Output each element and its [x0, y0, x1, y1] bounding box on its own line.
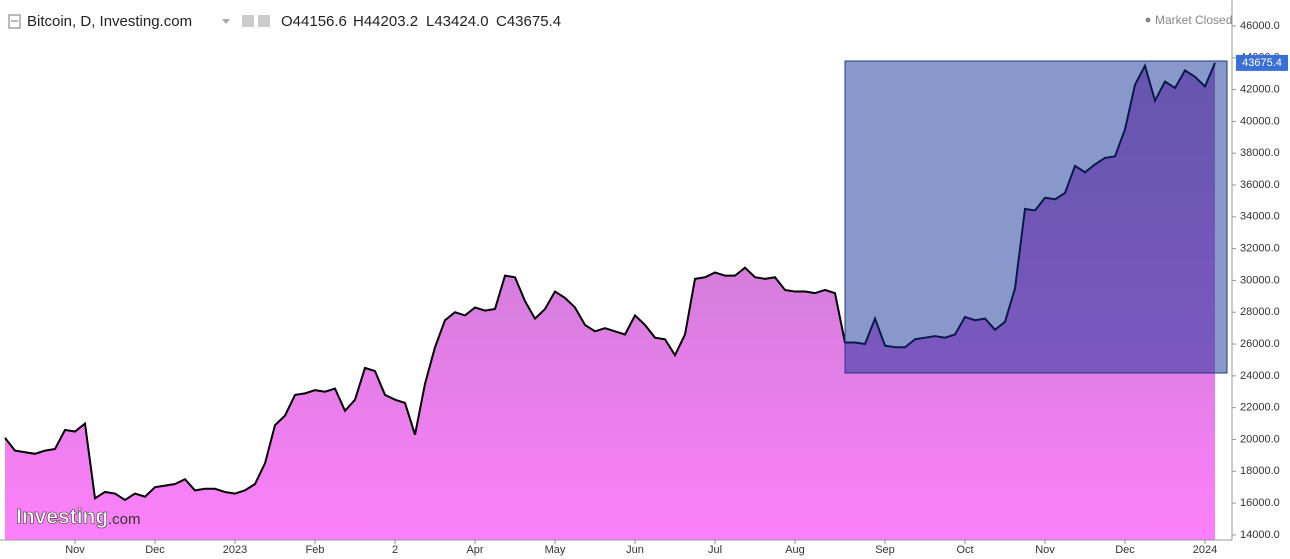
- ohlc-high: H44203.2: [353, 13, 418, 30]
- y-tick-label: 20000.0: [1240, 433, 1280, 445]
- x-tick-label: Feb: [306, 544, 325, 556]
- y-tick-label: 38000.0: [1240, 147, 1280, 159]
- y-tick-label: 40000.0: [1240, 115, 1280, 127]
- y-tick-label: 16000.0: [1240, 497, 1280, 509]
- y-tick-label: 14000.0: [1240, 529, 1280, 541]
- y-tick-label: 46000.0: [1240, 20, 1280, 32]
- x-tick-label: Dec: [1115, 544, 1135, 556]
- x-tick-label: Dec: [145, 544, 165, 556]
- status-dot: [1145, 17, 1151, 23]
- y-tick-label: 42000.0: [1240, 83, 1280, 95]
- dropdown-icon[interactable]: [222, 19, 230, 24]
- x-tick-label: Sep: [875, 544, 895, 556]
- highlight-box: [844, 60, 1228, 374]
- market-status: Market Closed: [1155, 13, 1232, 27]
- y-tick-label: 24000.0: [1240, 370, 1280, 382]
- x-tick-label: Aug: [785, 544, 805, 556]
- logo: Investing: [16, 506, 108, 529]
- y-tick-label: 18000.0: [1240, 465, 1280, 477]
- x-tick-label: Nov: [65, 544, 85, 556]
- settings-icon[interactable]: [242, 15, 254, 27]
- x-tick-label: Jun: [626, 544, 644, 556]
- y-tick-label: 28000.0: [1240, 306, 1280, 318]
- x-tick-label: May: [545, 544, 566, 556]
- last-price-box: [1236, 54, 1288, 71]
- y-tick-label: 32000.0: [1240, 243, 1280, 255]
- ohlc-low: L43424.0: [426, 13, 489, 30]
- y-tick-label: 34000.0: [1240, 211, 1280, 223]
- chart-title: Bitcoin, D, Investing.com: [27, 13, 192, 30]
- ohlc-close: C43675.4: [496, 13, 561, 30]
- x-tick-label: Jul: [708, 544, 722, 556]
- ohlc-open: O44156.6: [281, 13, 347, 30]
- x-tick-label: 2023: [223, 544, 247, 556]
- x-tick-label: Apr: [466, 544, 483, 556]
- y-tick-label: 30000.0: [1240, 274, 1280, 286]
- y-tick-label: 36000.0: [1240, 179, 1280, 191]
- y-tick-label: 26000.0: [1240, 338, 1280, 350]
- area: [5, 62, 1215, 541]
- x-tick-label: 2: [392, 544, 398, 556]
- settings-icon[interactable]: [258, 15, 270, 27]
- collapse-icon[interactable]: [8, 14, 21, 29]
- logo-suffix: .com: [108, 511, 141, 528]
- x-tick-label: Oct: [956, 544, 973, 556]
- x-tick-label: Nov: [1035, 544, 1055, 556]
- x-tick-label: 2024: [1193, 544, 1217, 556]
- y-tick-label: 22000.0: [1240, 402, 1280, 414]
- last-price-label: 43675.4: [1242, 57, 1282, 69]
